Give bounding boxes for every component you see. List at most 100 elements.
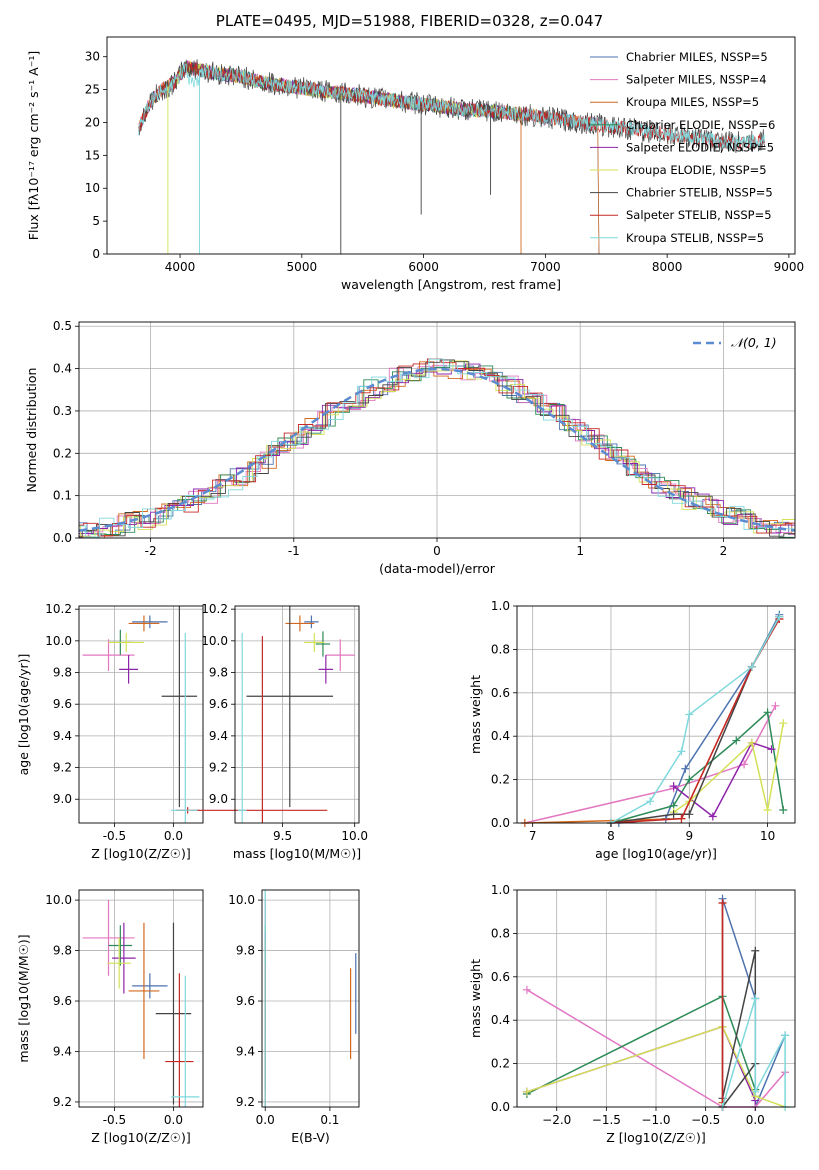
- y-tick-label: 10.2: [45, 602, 72, 616]
- mass-weight-marker: [522, 985, 531, 994]
- y-tick-label: 9.6: [53, 994, 72, 1008]
- y-tick-label: 9.8: [53, 944, 72, 958]
- mass-weight-marker: [751, 1087, 760, 1096]
- histogram-step: [79, 358, 795, 538]
- x-tick-label: 10.0: [341, 829, 368, 843]
- y-tick-label: 5: [92, 214, 100, 228]
- x-tick-label: 10: [760, 829, 775, 843]
- axes-frame: [516, 605, 796, 824]
- axes-frame: [78, 889, 204, 1108]
- y-axis-label: mass [log10(M/M☉)]: [16, 934, 31, 1062]
- y-tick-label: 0.0: [491, 1100, 510, 1114]
- y-tick-label: 15: [85, 148, 100, 162]
- y-tick-label: 10.0: [201, 634, 228, 648]
- axes-frame: [261, 889, 360, 1108]
- mass-age-panel: 9.5 10.0 9.0 9.2 9.4 9.6 9.8 10.0 10.2 mass [log1…: [197, 602, 368, 861]
- x-axis-label: age [log10(age/yr)]: [595, 846, 717, 861]
- mass-weight-marker: [779, 805, 788, 814]
- x-axis-label: mass [log10(M/M☉)]: [233, 846, 361, 861]
- mass-weight-marker: [677, 814, 686, 823]
- axes-frame: [234, 605, 360, 824]
- x-tick-label: −0.5: [691, 1113, 720, 1127]
- z-age-panel: -0.5 0.0 9.0 9.2 9.4 9.6 9.8 10.0 10.2 Z [log10(Z…: [16, 602, 204, 861]
- y-tick-label: 1.0: [491, 883, 510, 897]
- x-tick-label: −1.0: [641, 1113, 670, 1127]
- mass-weight-marker: [646, 797, 655, 806]
- x-tick-label: 7000: [530, 260, 561, 274]
- y-tick-label: 9.6: [53, 697, 72, 711]
- y-tick-label: 9.6: [236, 994, 255, 1008]
- y-tick-label: 9.4: [53, 729, 72, 743]
- y-tick-label: 0.8: [491, 642, 510, 656]
- x-tick-label: 4000: [165, 260, 196, 274]
- legend-entry: Chabrier ELODIE, NSSP=6: [626, 118, 775, 132]
- plot-area: [264, 890, 357, 1107]
- mass-weight-marker: [747, 738, 756, 747]
- gaussian-curve: [79, 367, 795, 532]
- mass-weight-marker: [677, 747, 686, 756]
- y-tick-label: 0.3: [53, 404, 72, 418]
- mass-weight-marker: [740, 760, 749, 769]
- legend-entry: Kroupa ELODIE, NSSP=5: [626, 163, 767, 177]
- x-tick-label: -2: [145, 544, 157, 558]
- legend-entry: Chabrier STELIB, NSSP=5: [626, 186, 773, 200]
- y-tick-label: 9.8: [209, 666, 228, 680]
- y-axis-label: mass weight: [468, 675, 483, 754]
- y-tick-label: 9.8: [53, 666, 72, 680]
- y-tick-label: 10.2: [201, 602, 228, 616]
- x-tick-label: 0.0: [164, 829, 183, 843]
- x-tick-label: 8: [607, 829, 615, 843]
- x-tick-label: 7: [529, 829, 537, 843]
- histogram-step: [79, 360, 795, 538]
- legend-entry: Salpeter STELIB, NSSP=5: [626, 208, 772, 222]
- mass-weight-line: [610, 616, 780, 824]
- spectrum-line: [138, 62, 765, 151]
- y-tick-label: 9.0: [209, 792, 228, 806]
- legend-entry: Kroupa STELIB, NSSP=5: [626, 231, 764, 245]
- y-tick-label: 9.4: [53, 1044, 72, 1058]
- mass-weight-line: [610, 616, 780, 824]
- y-tick-label: 9.2: [209, 761, 228, 775]
- mass-weight-marker: [669, 782, 678, 791]
- mass-weight-marker: [732, 736, 741, 745]
- mass-weight-marker: [775, 612, 784, 621]
- x-tick-label: -0.5: [103, 829, 126, 843]
- x-tick-label: 6000: [408, 260, 439, 274]
- legend: Chabrier MILES, NSSP=5 Salpeter MILES, NS…: [590, 50, 775, 245]
- y-tick-label: 9.6: [209, 697, 228, 711]
- x-tick-label: 0.0: [746, 1113, 765, 1127]
- histogram-step: [79, 363, 795, 538]
- x-tick-label: 9000: [774, 260, 805, 274]
- histogram-step: [79, 364, 795, 538]
- y-tick-label: 0.2: [491, 1057, 510, 1071]
- plot-area: [138, 59, 765, 254]
- x-tick-label: 8000: [652, 260, 683, 274]
- legend-entry: Chabrier MILES, NSSP=5: [626, 50, 768, 64]
- y-axis-label: mass weight: [468, 959, 483, 1038]
- mass-weight-marker: [747, 662, 756, 671]
- x-axis-label: Z [log10(Z/Z☉)]: [91, 1130, 191, 1145]
- mass-weight-marker: [708, 812, 717, 821]
- x-tick-label: 0.1: [320, 1113, 339, 1127]
- y-axis-label: age [log10(age/yr)]: [16, 654, 31, 776]
- y-tick-label: 30: [85, 50, 100, 64]
- axes-frame: [516, 889, 796, 1108]
- y-tick-label: 9.0: [53, 792, 72, 806]
- ebv-mass-panel: 0.0 0.1 9.2 9.4 9.6 9.8 10.0 E(B-V): [228, 889, 360, 1145]
- plot-area: [82, 900, 200, 1107]
- figure-title: PLATE=0495, MJD=51988, FIBERID=0328, z=0…: [215, 12, 604, 30]
- x-tick-label: -1: [288, 544, 300, 558]
- x-axis-label: wavelength [Angstrom, rest frame]: [341, 277, 561, 292]
- x-axis-label: Z [log10(Z/Z☉)]: [91, 846, 191, 861]
- y-tick-label: 0.4: [53, 362, 72, 376]
- residual-panel: -2 -1 0 1 2 0.0 0.1 0.2 0.3 0.4 0.5 (data-model)/er…: [24, 319, 796, 576]
- y-tick-label: 0.5: [53, 319, 72, 333]
- x-axis-label: (data-model)/error: [379, 561, 496, 576]
- y-tick-label: 9.2: [236, 1095, 255, 1109]
- y-tick-label: 25: [85, 83, 100, 97]
- mass-weight-marker: [669, 810, 678, 819]
- y-tick-label: 0.1: [53, 489, 72, 503]
- y-tick-label: 0.4: [491, 729, 510, 743]
- mass-weight-marker: [685, 810, 694, 819]
